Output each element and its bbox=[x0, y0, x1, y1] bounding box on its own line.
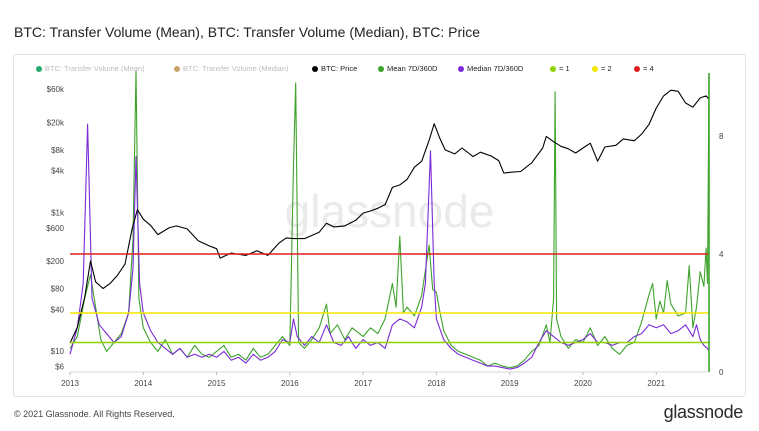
left-axis-tick-label: $600 bbox=[46, 224, 64, 233]
legend-dot-icon bbox=[550, 65, 556, 72]
legend-item[interactable]: BTC: Transfer Volume (Median) bbox=[174, 64, 288, 73]
left-axis-tick-label: $200 bbox=[46, 257, 64, 266]
left-axis-tick-label: $60k bbox=[47, 85, 65, 94]
chart-card: BTC: Transfer Volume (Mean) BTC: Transfer… bbox=[13, 54, 746, 397]
legend-dot-icon bbox=[174, 65, 180, 72]
right-axis-tick-label: 8 bbox=[719, 132, 724, 141]
chart-title: BTC: Transfer Volume (Mean), BTC: Transf… bbox=[14, 24, 481, 40]
glassnode-logo[interactable]: glassnode bbox=[663, 402, 744, 422]
x-axis-tick-label: 2013 bbox=[61, 379, 79, 388]
legend-item[interactable]: BTC: Transfer Volume (Mean) bbox=[36, 64, 145, 73]
x-axis-tick-label: 2019 bbox=[501, 379, 519, 388]
x-axis-tick-label: 2021 bbox=[647, 379, 665, 388]
x-axis-tick-label: 2020 bbox=[574, 379, 592, 388]
legend-item[interactable]: Mean 7D/360D bbox=[378, 64, 437, 73]
left-axis-tick-label: $20k bbox=[47, 118, 65, 127]
series-line-btc-price bbox=[69, 89, 710, 344]
legend-dot-icon bbox=[378, 65, 384, 72]
left-axis-tick-label: $80 bbox=[51, 285, 65, 294]
left-axis-tick-label: $4k bbox=[51, 167, 65, 176]
legend-label: Median 7D/360D bbox=[467, 64, 524, 73]
legend-label: BTC: Price bbox=[321, 64, 358, 73]
legend-dot-icon bbox=[634, 65, 640, 72]
legend-item[interactable]: = 4 bbox=[634, 64, 654, 73]
legend-dot-icon bbox=[592, 65, 598, 72]
legend-item[interactable]: = 2 bbox=[592, 64, 612, 73]
left-axis-tick-label: $40 bbox=[51, 305, 65, 314]
legend-dot-icon bbox=[458, 65, 464, 72]
legend-dot-icon bbox=[36, 65, 42, 72]
copyright-text: © 2021 Glassnode. All Rights Reserved. bbox=[14, 409, 175, 419]
x-axis-tick-label: 2015 bbox=[208, 379, 226, 388]
left-axis-tick-label: $1k bbox=[51, 208, 65, 217]
legend-item[interactable]: BTC: Price bbox=[312, 64, 357, 73]
legend-item[interactable]: = 1 bbox=[550, 64, 570, 73]
right-axis-tick-label: 4 bbox=[719, 250, 724, 259]
left-axis-tick-label: $10 bbox=[51, 347, 65, 356]
chart-svg: glassnode $60k $20k $8k $4k $1k $600 $200 $80 $40… bbox=[46, 70, 724, 388]
legend-dot-icon bbox=[312, 65, 318, 72]
x-axis-tick-label: 2016 bbox=[281, 379, 299, 388]
right-axis-tick-label: 0 bbox=[719, 368, 724, 377]
left-axis-tick-label: $6 bbox=[55, 363, 64, 372]
left-axis-tick-label: $8k bbox=[51, 146, 65, 155]
x-axis-tick-label: 2018 bbox=[428, 379, 446, 388]
series-line-median-7d-360d bbox=[69, 123, 710, 370]
x-axis-tick-label: 2017 bbox=[354, 379, 372, 388]
legend-label: = 1 bbox=[559, 64, 570, 73]
legend-label: BTC: Transfer Volume (Mean) bbox=[45, 64, 145, 73]
legend-label: Mean 7D/360D bbox=[387, 64, 438, 73]
legend-label: = 2 bbox=[601, 64, 612, 73]
legend-label: BTC: Transfer Volume (Median) bbox=[183, 64, 289, 73]
chart-legend: BTC: Transfer Volume (Mean) BTC: Transfer… bbox=[14, 55, 745, 81]
x-axis-tick-label: 2014 bbox=[134, 379, 152, 388]
watermark-text: glassnode bbox=[285, 185, 495, 237]
legend-item[interactable]: Median 7D/360D bbox=[458, 64, 523, 73]
legend-label: = 4 bbox=[643, 64, 654, 73]
